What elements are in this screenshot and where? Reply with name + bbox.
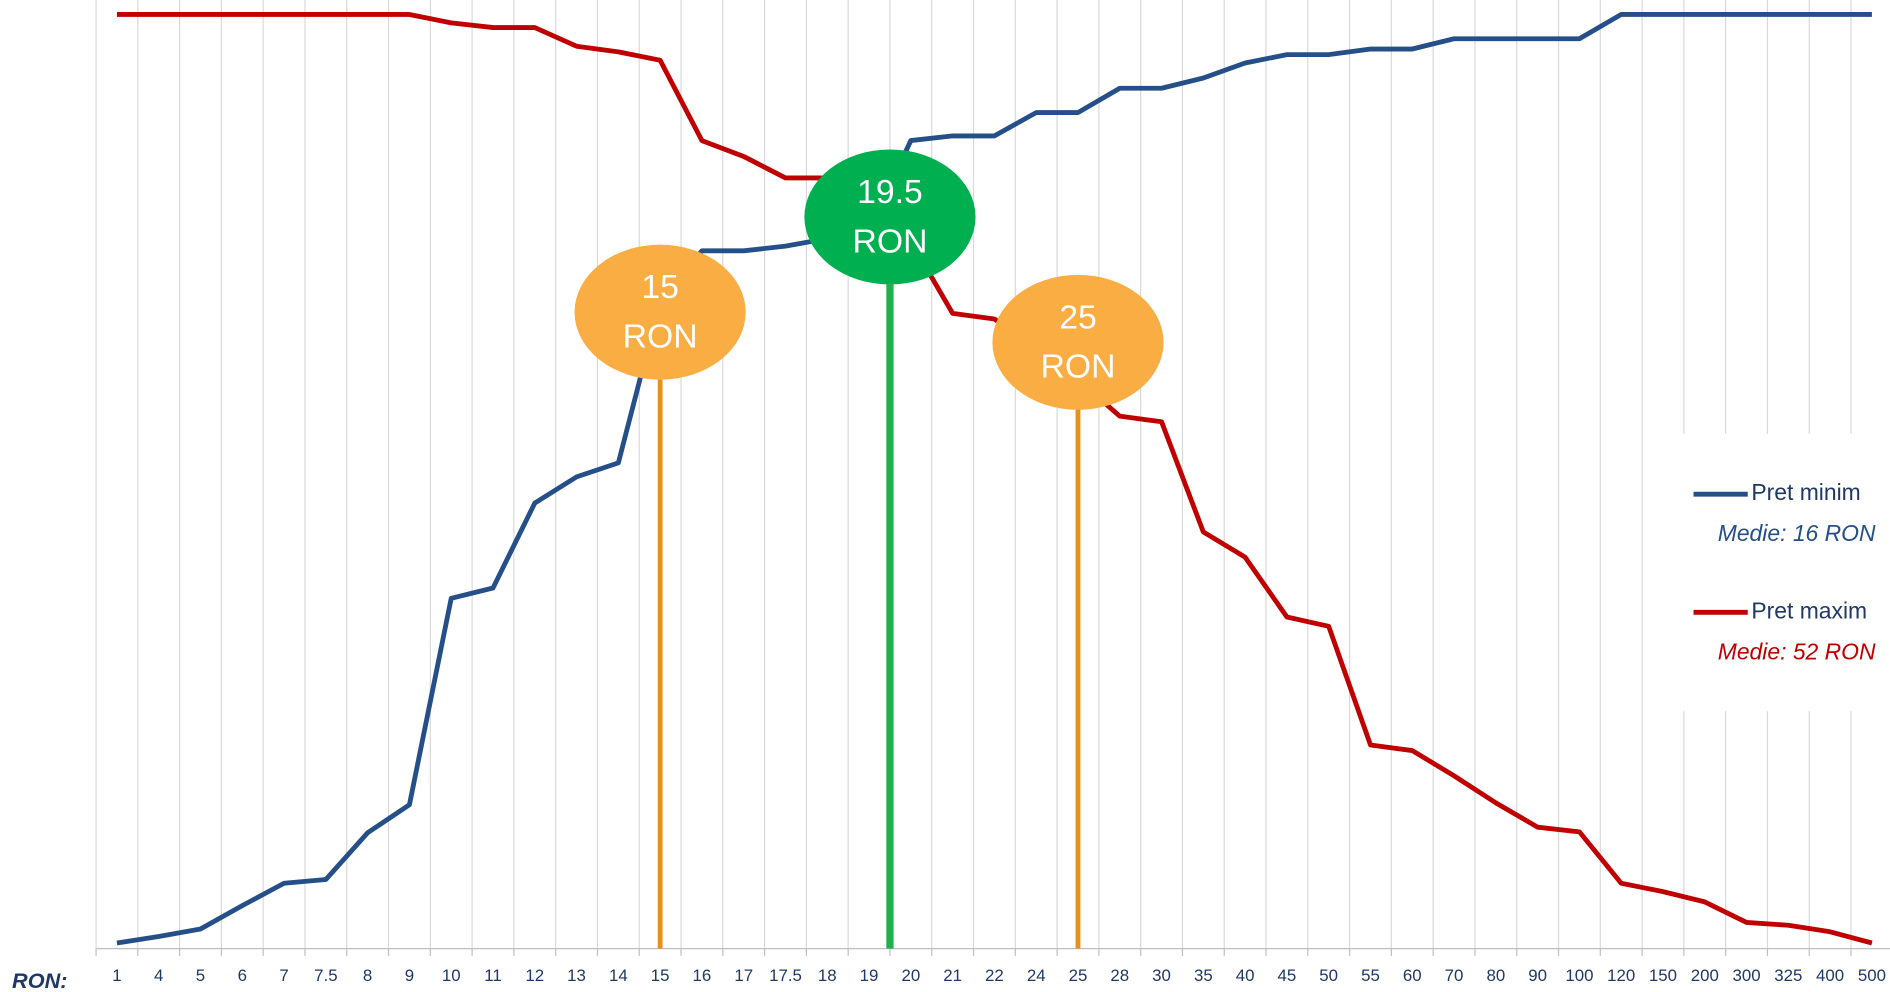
x-tick-label: 15 (651, 966, 670, 985)
annotation-unit: RON (852, 222, 927, 260)
x-axis-label: RON: (12, 968, 67, 992)
annotation-value: 19.5 (857, 173, 923, 211)
x-tick-label: 11 (484, 966, 502, 985)
x-tick-label: 16 (693, 966, 712, 985)
x-tick-label: 120 (1607, 966, 1635, 985)
legend-average: Medie: 16 RON (1718, 520, 1876, 546)
x-tick-label: 17 (734, 966, 753, 985)
annotation-value: 15 (641, 268, 679, 306)
x-tick-label: 45 (1278, 966, 1297, 985)
x-tick-label: 12 (525, 966, 544, 985)
x-tick-label: 6 (238, 966, 247, 985)
x-tick-label: 35 (1194, 966, 1213, 985)
x-tick-label: 40 (1236, 966, 1255, 985)
x-tick-label: 19 (860, 966, 879, 985)
x-tick-label: 400 (1816, 966, 1844, 985)
legend-label: Pret maxim (1751, 597, 1867, 623)
x-tick-label: 21 (943, 966, 962, 985)
x-tick-label: 10 (442, 966, 461, 985)
x-tick-label: 325 (1774, 966, 1802, 985)
x-tick-label: 1 (112, 966, 121, 985)
annotation-bubble (574, 244, 746, 380)
legend-average: Medie: 52 RON (1718, 638, 1876, 664)
x-tick-label: 80 (1486, 966, 1505, 985)
x-tick-label: 300 (1732, 966, 1760, 985)
x-tick-label: 24 (1027, 966, 1046, 985)
x-tick-label: 25 (1069, 966, 1088, 985)
x-tick-label: 7 (279, 966, 288, 985)
series-line (116, 12, 1873, 946)
x-tick-label: 8 (363, 966, 372, 985)
x-tick-label: 7.5 (314, 966, 337, 985)
x-tick-label: 70 (1445, 966, 1464, 985)
x-tick-label: 30 (1152, 966, 1171, 985)
x-tick-label: 20 (901, 966, 920, 985)
annotation-bubble (992, 274, 1164, 410)
x-tick-label: 14 (609, 966, 628, 985)
x-tick-label: 50 (1319, 966, 1338, 985)
x-tick-label: 200 (1691, 966, 1719, 985)
x-tick-label: 22 (985, 966, 1004, 985)
annotation-unit: RON (1041, 348, 1116, 386)
annotation-bubble (804, 149, 976, 285)
x-tick-label: 28 (1110, 966, 1129, 985)
x-tick-label: 13 (567, 966, 586, 985)
annotation-value: 25 (1059, 298, 1097, 336)
legend-box (1681, 433, 1890, 712)
x-tick-label: 17.5 (769, 966, 802, 985)
x-tick-label: 55 (1361, 966, 1380, 985)
x-tick-label: 60 (1403, 966, 1422, 985)
legend-label: Pret minim (1751, 479, 1860, 505)
x-tick-label: 100 (1565, 966, 1593, 985)
x-tick-label: 500 (1858, 966, 1886, 985)
series-line (116, 12, 1872, 946)
x-tick-label: 90 (1528, 966, 1547, 985)
x-tick-label: 4 (154, 966, 163, 985)
x-tick-label: 150 (1649, 966, 1677, 985)
x-tick-label: 9 (405, 966, 414, 985)
x-tick-label: 5 (196, 966, 205, 985)
annotation-unit: RON (623, 318, 698, 356)
x-tick-label: 18 (818, 966, 837, 985)
